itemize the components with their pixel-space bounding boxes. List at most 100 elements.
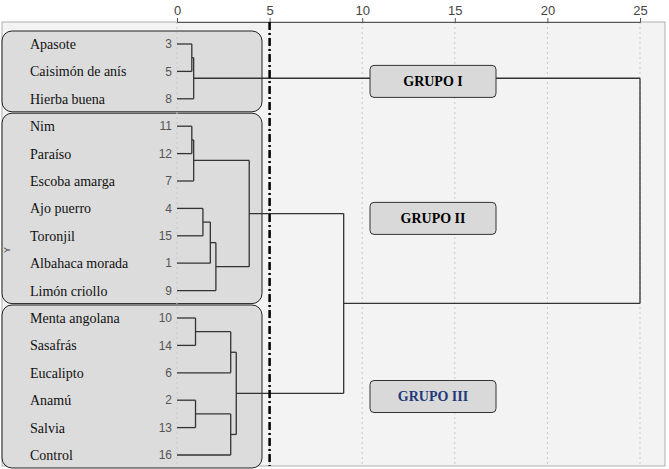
merge-line (191, 44, 192, 71)
branch-line (196, 413, 231, 414)
tick-label: 15 (448, 3, 462, 18)
leaf-id: 3 (165, 37, 172, 51)
group-label: GRUPO I (403, 74, 463, 89)
chart: 0 5 10 15 20 25 Apasote 3 Caisimón de anís 5 Hierb… (0, 0, 669, 469)
branch-line (249, 213, 343, 214)
leaf-label: Ajo puerro (30, 201, 91, 216)
merge-line (236, 352, 237, 434)
branch-line (177, 235, 203, 236)
tick-label: 0 (174, 3, 181, 18)
leaf-label: Menta angolana (30, 311, 121, 326)
merge-line (215, 243, 216, 291)
leaf-label: Caisimón de anís (30, 64, 126, 79)
merge-line (210, 222, 211, 263)
leaf-id: 14 (159, 339, 173, 353)
leaf-id: 2 (165, 393, 172, 407)
leaf-id: 13 (159, 421, 173, 435)
group-box (2, 31, 262, 112)
leaf-id: 1 (165, 256, 172, 270)
merge-line (343, 214, 344, 394)
tick: 20 (541, 3, 555, 22)
branch-line (344, 303, 640, 304)
tick-mark (362, 18, 363, 22)
leaf-label: Salvia (30, 421, 66, 436)
tick-label: 5 (266, 3, 273, 18)
branch-line (177, 43, 192, 44)
branch-line (177, 454, 231, 455)
leaf-label: Paraíso (30, 147, 71, 162)
tick-mark (177, 18, 178, 22)
leaf-id: 15 (159, 229, 173, 243)
group-box (2, 113, 262, 303)
merge-line (195, 400, 196, 427)
merge-line (230, 332, 231, 373)
leaf-id: 10 (159, 311, 173, 325)
leaf-id: 7 (165, 174, 172, 188)
tick: 5 (266, 3, 273, 22)
merge-line (202, 208, 203, 235)
merge-line (195, 318, 196, 345)
leaf-label: Escoba amarga (30, 174, 116, 189)
tick-mark (640, 18, 641, 22)
merge-line (230, 414, 231, 455)
group-box (2, 305, 262, 468)
leaf-id: 5 (165, 65, 172, 79)
leaf-id: 8 (165, 92, 172, 106)
dendrogram (177, 44, 640, 455)
branch-line (236, 393, 343, 394)
branch-line (177, 345, 196, 346)
group-label: GRUPO III (398, 389, 468, 404)
leaf-id: 11 (160, 119, 173, 133)
leaf-label: Nim (30, 119, 55, 134)
branch-line (203, 221, 210, 222)
leaf-label: Control (30, 448, 73, 463)
branch-line (177, 180, 194, 181)
grid-line (177, 22, 178, 466)
merge-line (191, 126, 192, 153)
branch-line (210, 242, 216, 243)
grid-line (362, 22, 363, 466)
branch-line (177, 427, 196, 428)
axis-line (178, 18, 641, 23)
branch-line (177, 372, 231, 373)
leaf-id: 6 (165, 366, 172, 380)
grid (177, 22, 640, 466)
branch-line (177, 263, 210, 264)
tick: 25 (633, 3, 647, 22)
leaf-id: 16 (159, 448, 173, 462)
branch-line (194, 160, 250, 161)
leaf-id: 12 (159, 147, 173, 161)
leaf-id: 9 (165, 284, 172, 298)
leaf-label: Toronjil (30, 229, 75, 244)
branch-line (177, 98, 194, 99)
branch-line (177, 290, 216, 291)
leaf-id: 4 (165, 202, 172, 216)
branch-line (177, 208, 203, 209)
branch-line (196, 331, 231, 332)
leaf-label: Limón criollo (30, 284, 107, 299)
leaf-label: Apasote (30, 37, 76, 52)
branch-line (177, 71, 192, 72)
leaf-label: Hierba buena (30, 92, 106, 107)
group-label-box (370, 65, 496, 97)
grid-line (547, 22, 548, 466)
leaf-label: Eucalipto (30, 366, 84, 381)
leaf-label: Sasafrás (30, 338, 77, 353)
grid-line (269, 22, 270, 466)
tick-label: 25 (633, 3, 647, 18)
tick-label: 20 (541, 3, 555, 18)
tick: 0 (174, 3, 181, 22)
tick-mark (547, 18, 548, 22)
branch-line (177, 126, 192, 127)
merge-line (249, 160, 250, 266)
y-label: Y (2, 247, 12, 253)
branch-line (177, 153, 192, 154)
grid-line (640, 22, 641, 466)
tick-mark (270, 18, 271, 22)
leaf-label: Albahaca morada (30, 256, 129, 271)
group-label-box (370, 202, 496, 234)
branch-line (216, 266, 249, 267)
branch-line (231, 352, 237, 353)
cut-line (268, 22, 271, 466)
tick: 15 (448, 3, 462, 22)
